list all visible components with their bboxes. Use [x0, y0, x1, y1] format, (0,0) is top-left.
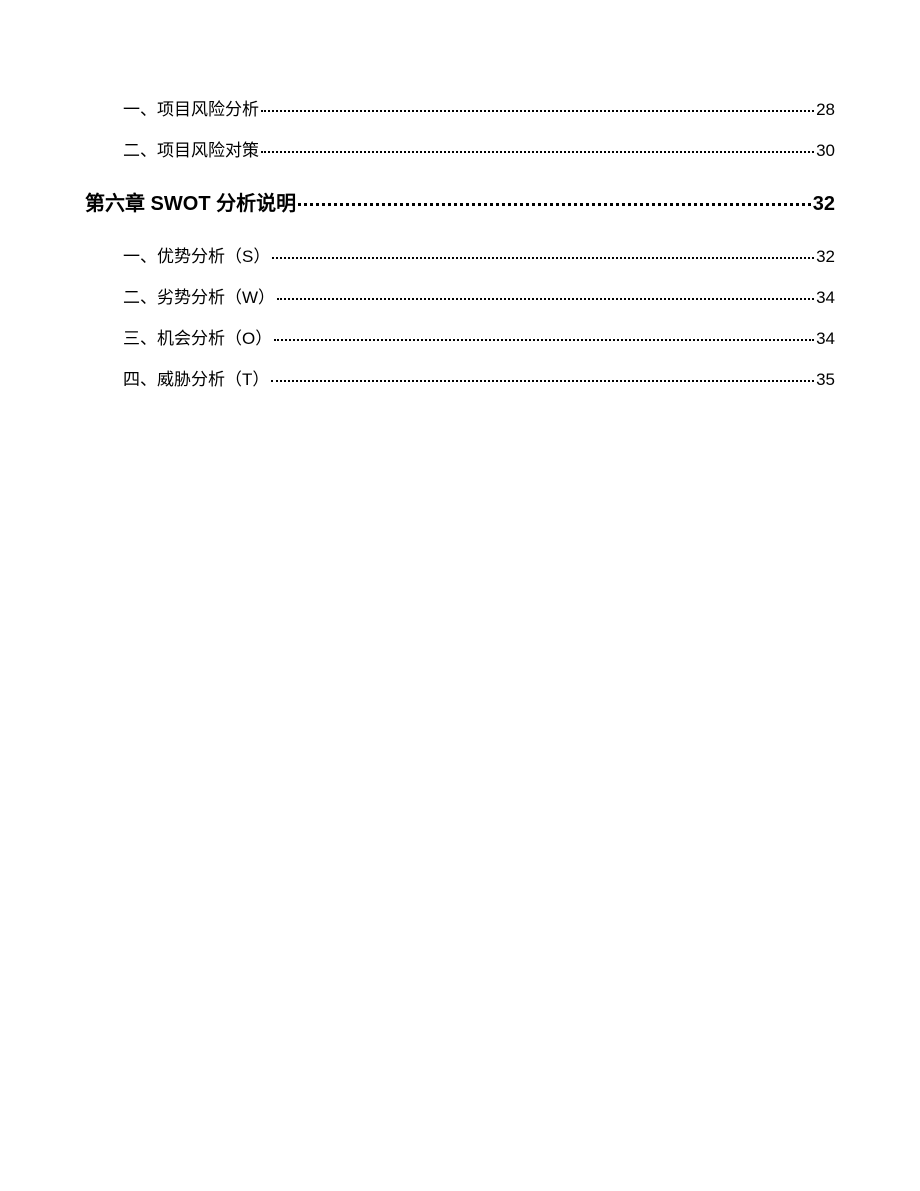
toc-entry-label: 第六章 SWOT 分析说明 — [85, 187, 296, 216]
toc-chapter-heading: 第六章 SWOT 分析说明 32 — [85, 187, 835, 216]
toc-entry-label: 二、项目风险对策 — [123, 136, 259, 161]
toc-dot-leader — [272, 257, 814, 259]
toc-entry-label: 二、劣势分析（W） — [123, 283, 275, 308]
toc-entry-page: 32 — [813, 193, 835, 216]
toc-entry-page: 28 — [816, 100, 835, 120]
toc-dot-leader — [298, 203, 811, 206]
toc-entry-label: 一、优势分析（S） — [123, 242, 270, 267]
toc-entry-page: 34 — [816, 329, 835, 349]
toc-entry: 二、劣势分析（W） 34 — [85, 283, 835, 308]
toc-entry: 一、项目风险分析 28 — [85, 95, 835, 120]
toc-entry-page: 34 — [816, 288, 835, 308]
toc-dot-leader — [261, 151, 814, 153]
table-of-contents: 一、项目风险分析 28 二、项目风险对策 30 第六章 SWOT 分析说明 32… — [85, 95, 835, 390]
toc-entry: 三、机会分析（O） 34 — [85, 324, 835, 349]
toc-dot-leader — [277, 298, 814, 300]
toc-entry: 一、优势分析（S） 32 — [85, 242, 835, 267]
toc-entry-page: 30 — [816, 141, 835, 161]
toc-dot-leader — [271, 380, 814, 382]
toc-entry-label: 四、威胁分析（T） — [123, 365, 269, 390]
toc-dot-leader — [261, 110, 814, 112]
toc-entry-page: 32 — [816, 247, 835, 267]
toc-entry-page: 35 — [816, 370, 835, 390]
toc-dot-leader — [274, 339, 814, 341]
toc-entry-label: 三、机会分析（O） — [123, 324, 272, 349]
toc-entry-label: 一、项目风险分析 — [123, 95, 259, 120]
toc-entry: 二、项目风险对策 30 — [85, 136, 835, 161]
toc-entry: 四、威胁分析（T） 35 — [85, 365, 835, 390]
